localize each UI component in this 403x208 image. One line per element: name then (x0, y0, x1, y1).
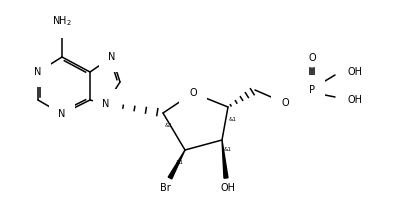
Polygon shape (168, 150, 185, 179)
Text: &1: &1 (229, 117, 237, 122)
Text: NH$_2$: NH$_2$ (52, 14, 72, 28)
Text: Br: Br (160, 183, 170, 193)
Text: OH: OH (348, 95, 363, 105)
Text: OH: OH (220, 183, 235, 193)
Text: N: N (108, 52, 116, 62)
Text: OH: OH (348, 67, 363, 77)
Text: O: O (308, 53, 316, 63)
Text: O: O (281, 98, 289, 108)
Text: N: N (102, 99, 110, 109)
Text: N: N (58, 109, 66, 119)
Polygon shape (222, 140, 228, 178)
Text: &1: &1 (165, 123, 173, 128)
Text: &1: &1 (224, 147, 232, 152)
Text: N: N (34, 67, 42, 77)
Text: &1: &1 (175, 160, 183, 165)
Text: P: P (309, 85, 315, 95)
Text: O: O (189, 88, 197, 98)
